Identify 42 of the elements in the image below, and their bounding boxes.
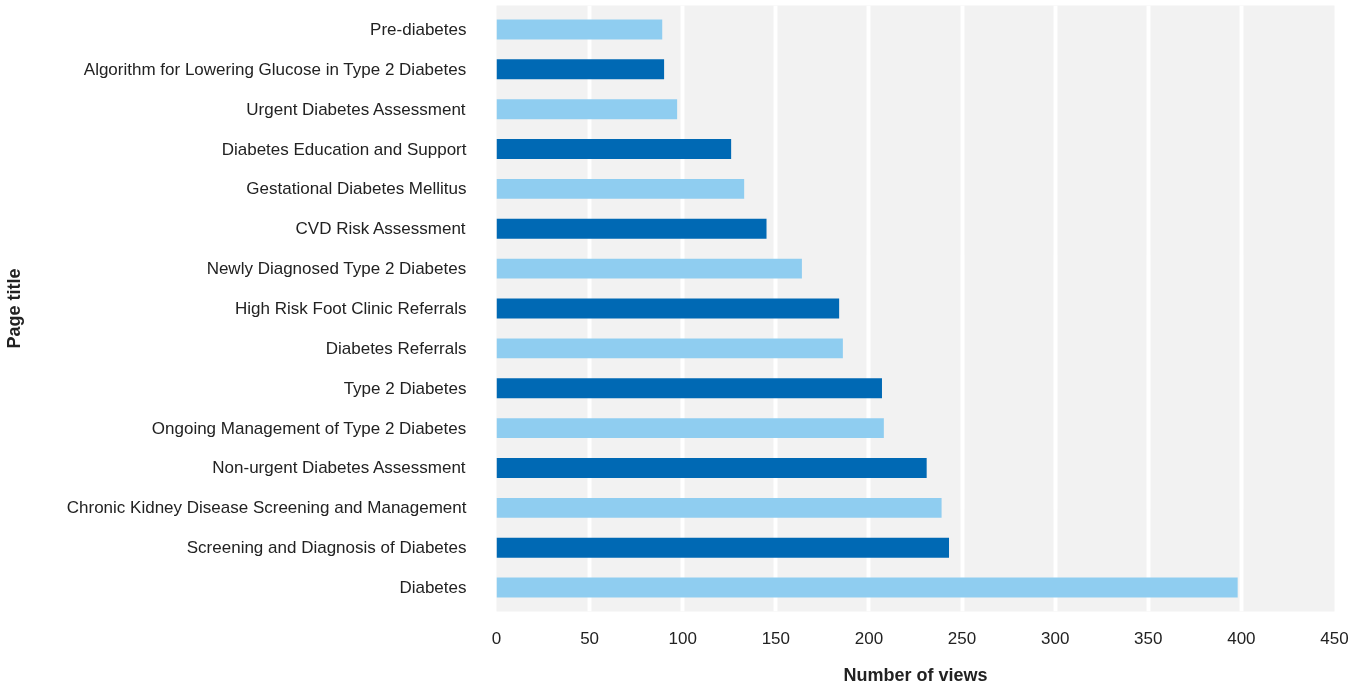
y-tick-label: Algorithm for Lowering Glucose in Type 2 Diabetes	[83, 59, 467, 79]
x-tick-label: 150	[761, 628, 791, 648]
y-tick-label: Ongoing Management of Type 2 Diabetes	[151, 418, 467, 438]
bar	[496, 59, 665, 80]
x-tick-label: 100	[668, 628, 697, 648]
y-tick-label: Non-urgent Diabetes Assessment	[212, 458, 466, 478]
x-tick-label: 250	[947, 628, 977, 648]
bar	[496, 178, 745, 199]
x-tick-label: 300	[1040, 628, 1070, 648]
y-tick-label: Screening and Diagnosis of Diabetes	[186, 538, 467, 558]
y-tick-label: CVD Risk Assessment	[295, 219, 466, 239]
x-axis-title: Number of views	[843, 664, 988, 685]
y-tick-label: Gestational Diabetes Mellitus	[246, 179, 467, 199]
bar	[496, 458, 927, 478]
y-tick-label: Diabetes Referrals	[325, 338, 467, 358]
bar	[496, 19, 663, 40]
bar	[496, 258, 802, 279]
bar	[496, 378, 882, 399]
bar	[496, 99, 678, 120]
y-tick-label: Diabetes Education and Support	[221, 139, 467, 159]
bar	[496, 537, 950, 558]
x-tick-label: 200	[854, 628, 884, 648]
x-tick-label: 0	[491, 628, 502, 648]
x-tick-label: 50	[580, 628, 600, 648]
bar	[496, 497, 942, 518]
bar	[496, 577, 1238, 598]
y-tick-label: High Risk Foot Clinic Referrals	[235, 299, 467, 318]
bar	[496, 338, 843, 359]
y-tick-label: Pre-diabetes	[370, 19, 467, 39]
x-tick-label: 450	[1320, 628, 1349, 648]
bar	[496, 298, 840, 319]
x-tick-label: 400	[1227, 628, 1256, 648]
y-tick-label: Type 2 Diabetes	[343, 378, 467, 398]
y-tick-label: Chronic Kidney Disease Screening and Management	[66, 498, 467, 518]
bar	[496, 218, 767, 239]
y-axis-title: Page title	[3, 268, 24, 349]
bar	[496, 418, 884, 439]
y-tick-label: Urgent Diabetes Assessment	[246, 99, 466, 119]
x-tick-label: 350	[1134, 628, 1163, 648]
y-tick-label: Newly Diagnosed Type 2 Diabetes	[206, 259, 467, 279]
bar	[496, 139, 732, 159]
y-tick-label: Diabetes	[399, 578, 467, 598]
